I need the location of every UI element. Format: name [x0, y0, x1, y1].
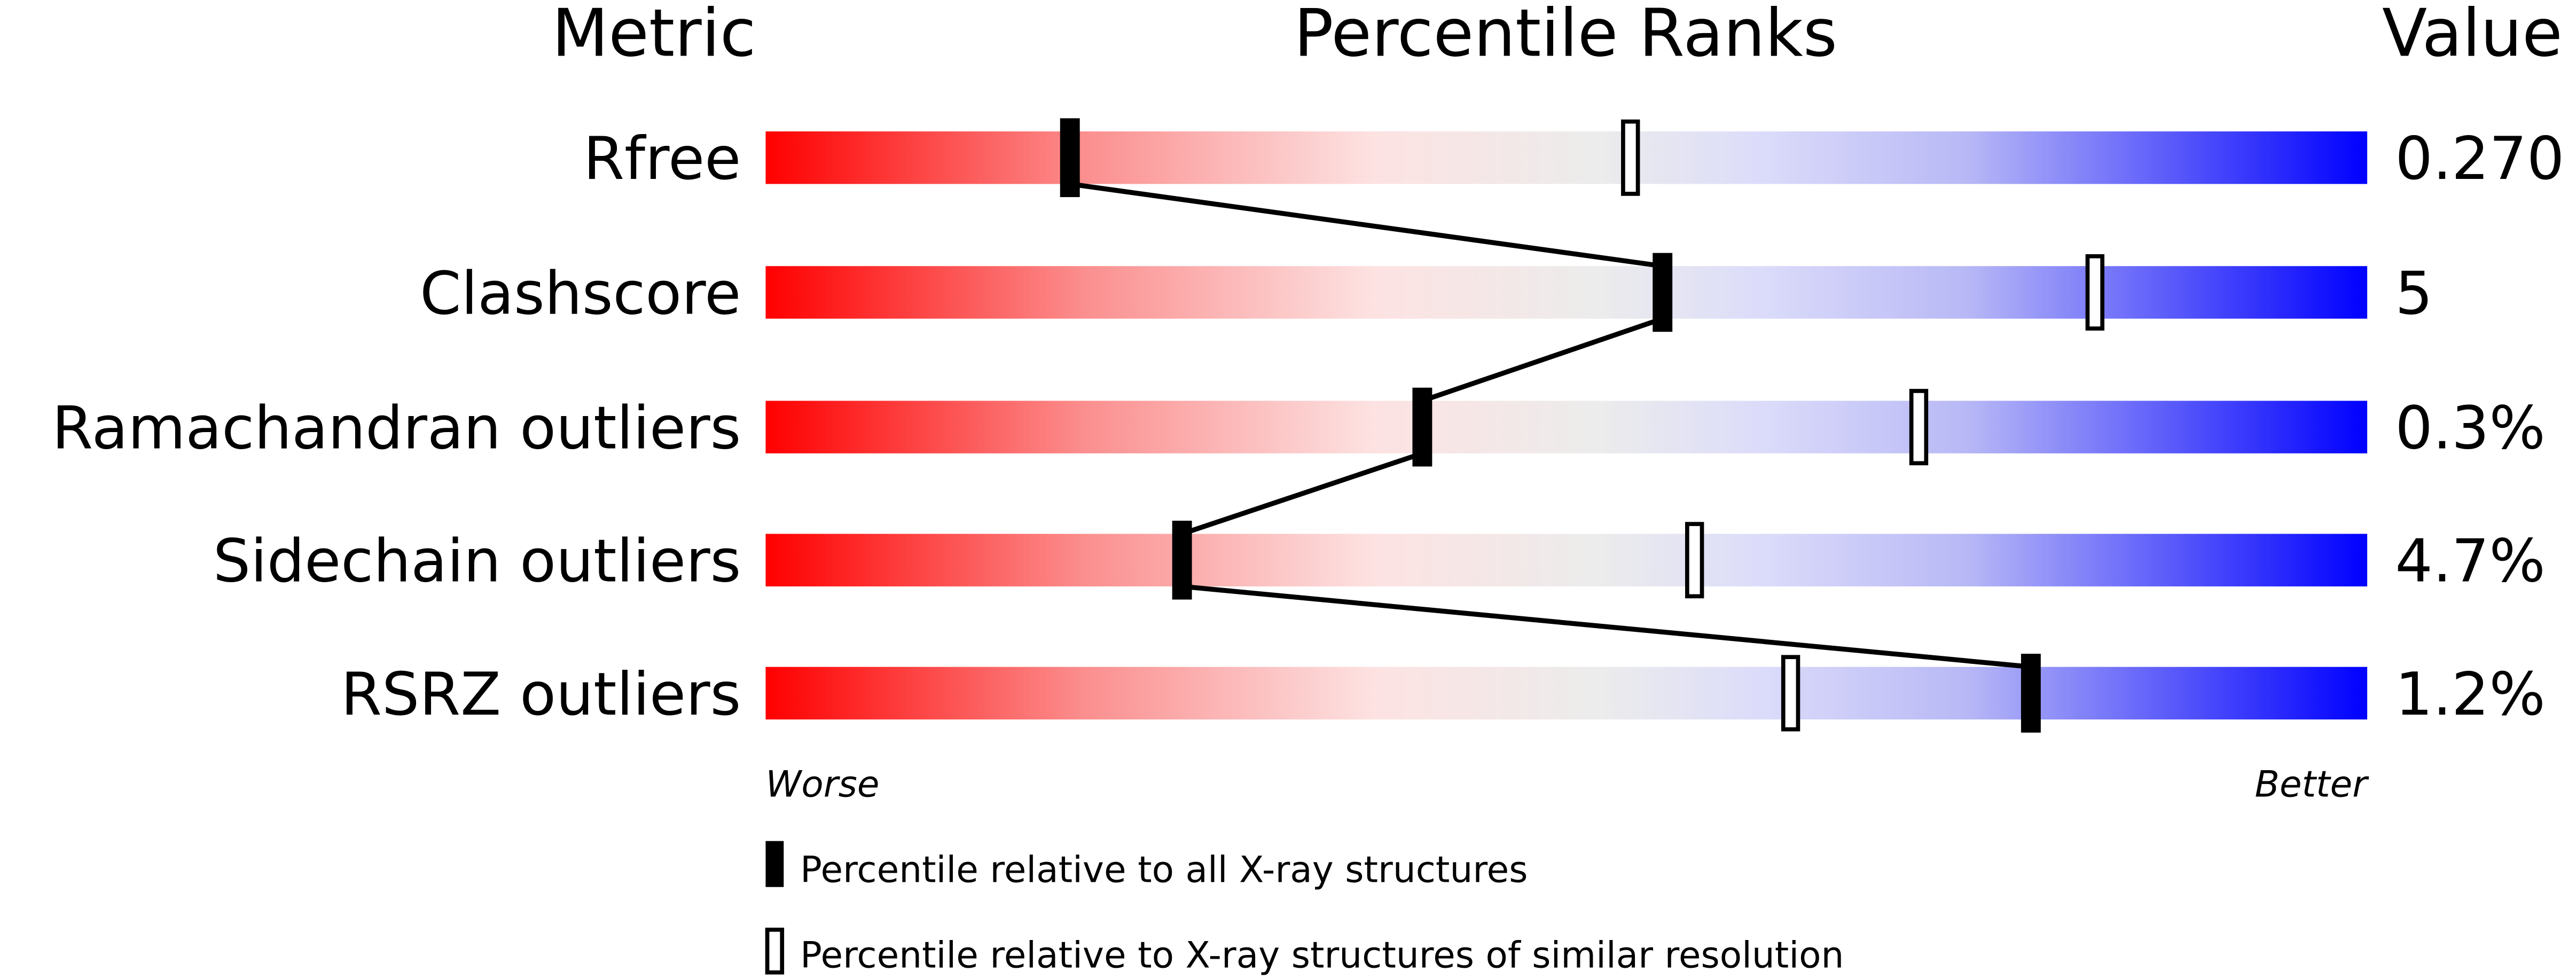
header-value: Value	[2382, 0, 2563, 72]
metric-value: 1.2%	[2395, 660, 2545, 729]
percentile-bar	[765, 667, 2368, 720]
axis-label-worse: Worse	[765, 763, 879, 805]
marker-similar-resolution	[1621, 119, 1640, 196]
marker-similar-resolution	[1781, 655, 1800, 732]
marker-all-structures	[1653, 253, 1673, 332]
percentile-bar	[765, 131, 2368, 184]
legend-label-similar: Percentile relative to X-ray structures …	[800, 934, 1844, 976]
percentile-bar	[765, 534, 2368, 586]
marker-similar-resolution	[1685, 522, 1704, 599]
metric-value: 0.3%	[2395, 394, 2545, 463]
percentile-bar	[765, 401, 2368, 453]
metric-label: Rfree	[583, 124, 741, 193]
header-percentile-ranks: Percentile Ranks	[1294, 0, 1837, 72]
metric-value: 0.270	[2395, 124, 2564, 193]
marker-all-structures	[1412, 387, 1432, 467]
metric-value: 5	[2395, 259, 2432, 328]
metric-label: Clashscore	[420, 259, 741, 328]
legend-label-all: Percentile relative to all X-ray structu…	[800, 849, 1528, 891]
connector-line	[1069, 181, 1663, 269]
marker-similar-resolution	[2085, 254, 2105, 331]
legend-filled-marker-icon	[765, 841, 784, 887]
connector-line	[1181, 451, 1423, 536]
marker-all-structures	[1172, 520, 1192, 600]
metric-label: Ramachandran outliers	[52, 394, 741, 463]
axis-label-better: Better	[2255, 763, 2370, 805]
connector-line	[1181, 584, 2031, 670]
metric-value: 4.7%	[2395, 527, 2545, 596]
header-metric: Metric	[552, 0, 756, 72]
marker-similar-resolution	[1909, 389, 1929, 466]
marker-all-structures	[2021, 654, 2041, 733]
metric-label: Sidechain outliers	[213, 527, 741, 596]
percentile-bar	[765, 266, 2368, 319]
metric-label: RSRZ outliers	[341, 660, 741, 729]
connector-line	[1421, 316, 1664, 403]
marker-all-structures	[1060, 118, 1080, 198]
legend-open-marker-icon	[765, 927, 785, 975]
